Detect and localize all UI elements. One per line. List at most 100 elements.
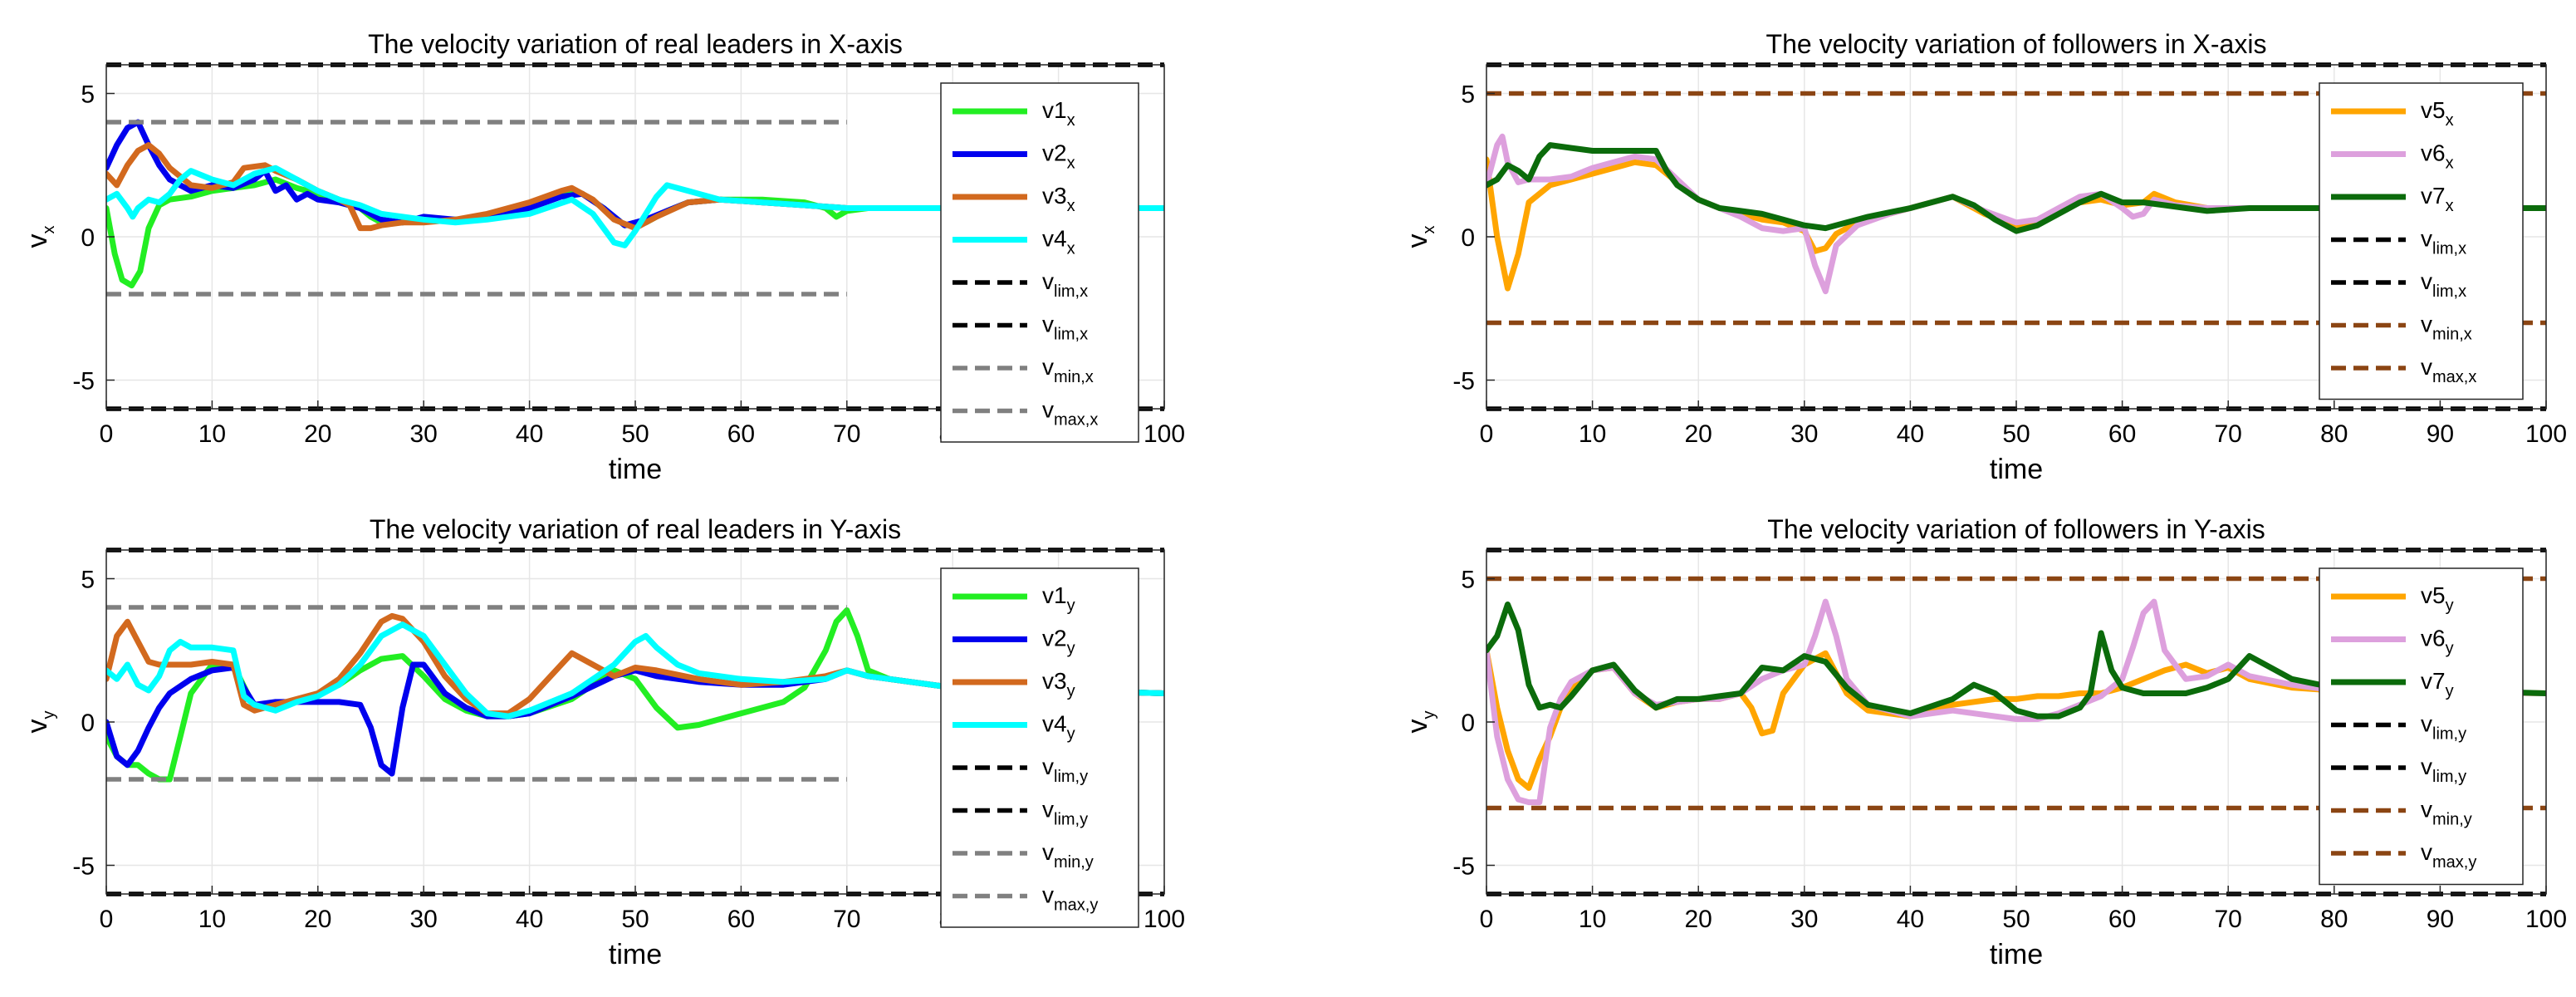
- series-line-v7_y: [1486, 602, 2546, 720]
- legend-label-v_min,x: vmin,x: [2421, 312, 2472, 344]
- legend-label-v5_y: v5y: [2421, 582, 2454, 615]
- series-line-v4_y: [106, 621, 1164, 720]
- x-tick-label: 100: [2525, 906, 2567, 933]
- legend: v1y v2y v3y v4y vlim,y vlim,y vmin,y vmax,y: [940, 567, 1139, 928]
- y-axis-label: vy: [22, 711, 58, 734]
- series-line-v6_y: [1486, 598, 2546, 806]
- legend-label-v_min,x: vmin,x: [1042, 354, 1094, 386]
- x-tick-label: 40: [1897, 906, 1924, 933]
- x-tick-label: 70: [2215, 420, 2242, 448]
- x-tick-label: 100: [1144, 906, 1185, 933]
- chart-title: The velocity variation of followers in Y…: [1767, 514, 2265, 544]
- x-tick-label: 10: [198, 420, 226, 448]
- x-tick-label: 80: [2320, 906, 2348, 933]
- legend-label-v_max,y: vmax,y: [1042, 882, 1098, 915]
- x-tick-label: 30: [1790, 420, 1818, 448]
- series-line-v3_x: [106, 142, 1164, 232]
- x-tick-label: 10: [1579, 420, 1606, 448]
- y-tick-label: 5: [81, 567, 95, 594]
- legend-box: [2319, 567, 2524, 886]
- x-tick-label: 60: [727, 906, 755, 933]
- y-tick-label: 0: [1461, 710, 1475, 737]
- x-tick-label: 90: [2427, 906, 2454, 933]
- legend-label-v3_y: v3y: [1042, 668, 1075, 700]
- x-tick-label: 0: [100, 420, 114, 448]
- x-tick-label: 100: [1144, 420, 1185, 448]
- y-axis-label: vx: [22, 226, 58, 248]
- x-tick-label: 20: [1685, 420, 1712, 448]
- legend-label-v2_x: v2x: [1042, 140, 1075, 173]
- legend-label-v4_x: v4x: [1042, 226, 1075, 258]
- series-line-v4_x: [106, 165, 1164, 248]
- legend-label-v_max,x: vmax,x: [2421, 354, 2476, 386]
- legend-label-v_max,y: vmax,y: [2421, 839, 2476, 872]
- y-tick-label: -5: [1452, 368, 1475, 395]
- x-axis-label: time: [609, 939, 662, 970]
- legend-label-v7_x: v7x: [2421, 183, 2454, 215]
- x-tick-label: 60: [2108, 420, 2136, 448]
- x-tick-label: 0: [100, 906, 114, 933]
- series-line-v6_x: [1486, 133, 2546, 295]
- x-tick-label: 60: [2108, 906, 2136, 933]
- series-group: [1486, 598, 2546, 806]
- legend-label-v_lim,y: vlim,y: [1042, 797, 1088, 829]
- x-tick-label: 90: [2427, 420, 2454, 448]
- y-tick-label: -5: [1452, 853, 1475, 881]
- x-tick-label: 20: [304, 420, 331, 448]
- y-tick-label: 0: [1461, 224, 1475, 252]
- y-tick-label: 5: [81, 81, 95, 109]
- y-tick-label: 5: [1461, 81, 1475, 109]
- x-tick-label: 30: [410, 906, 438, 933]
- x-tick-label: 70: [833, 420, 860, 448]
- legend-label-v6_y: v6y: [2421, 626, 2454, 658]
- legend-box: [940, 82, 1139, 443]
- legend-label-v_lim,x: vlim,x: [1042, 268, 1088, 301]
- x-tick-label: 40: [516, 906, 543, 933]
- legend-label-v_lim,y: vlim,y: [1042, 754, 1088, 786]
- x-tick-label: 30: [1790, 906, 1818, 933]
- series-group: [106, 119, 1164, 289]
- x-tick-label: 50: [2002, 906, 2030, 933]
- x-tick-label: 20: [1685, 906, 1712, 933]
- x-axis-label: time: [1990, 454, 2043, 485]
- legend-label-v_lim,x: vlim,x: [1042, 312, 1088, 344]
- legend-box: [2319, 82, 2524, 400]
- legend-label-v_lim,y: vlim,y: [2421, 711, 2466, 744]
- legend-label-v_min,y: vmin,y: [1042, 839, 1094, 872]
- x-tick-label: 80: [2320, 420, 2348, 448]
- x-tick-label: 0: [1480, 906, 1494, 933]
- y-tick-label: -5: [72, 368, 95, 395]
- legend: v5y v6y v7y vlim,y vlim,y vmin,y vmax,y: [2319, 567, 2524, 886]
- x-tick-label: 60: [727, 420, 755, 448]
- chart-title: The velocity variation of real leaders i…: [370, 514, 901, 544]
- x-tick-label: 70: [833, 906, 860, 933]
- legend-box: [940, 567, 1139, 928]
- y-axis-label: vy: [1402, 711, 1438, 734]
- x-tick-label: 100: [2525, 420, 2567, 448]
- series-line-v7_x: [1486, 142, 2546, 234]
- chart-title: The velocity variation of followers in X…: [1766, 29, 2267, 59]
- x-tick-label: 10: [198, 906, 226, 933]
- legend-label-v_lim,y: vlim,y: [2421, 754, 2466, 786]
- legend-label-v3_x: v3x: [1042, 183, 1075, 215]
- legend-label-v1_y: v1y: [1042, 582, 1075, 615]
- chart-title: The velocity variation of real leaders i…: [368, 29, 903, 59]
- x-tick-label: 50: [621, 420, 649, 448]
- legend-label-v_lim,x: vlim,x: [2421, 226, 2466, 258]
- legend: v1x v2x v3x v4x vlim,x vlim,x vmin,x vmax,x: [940, 82, 1139, 443]
- legend-label-v5_x: v5x: [2421, 97, 2454, 130]
- series-group: [1486, 133, 2546, 295]
- x-tick-label: 40: [1897, 420, 1924, 448]
- x-tick-label: 50: [621, 906, 649, 933]
- y-tick-label: 0: [81, 710, 95, 737]
- y-tick-label: 0: [81, 224, 95, 252]
- y-axis-label: vx: [1402, 226, 1438, 248]
- x-tick-label: 0: [1480, 420, 1494, 448]
- x-tick-label: 10: [1579, 906, 1606, 933]
- legend-label-v7_y: v7y: [2421, 668, 2454, 700]
